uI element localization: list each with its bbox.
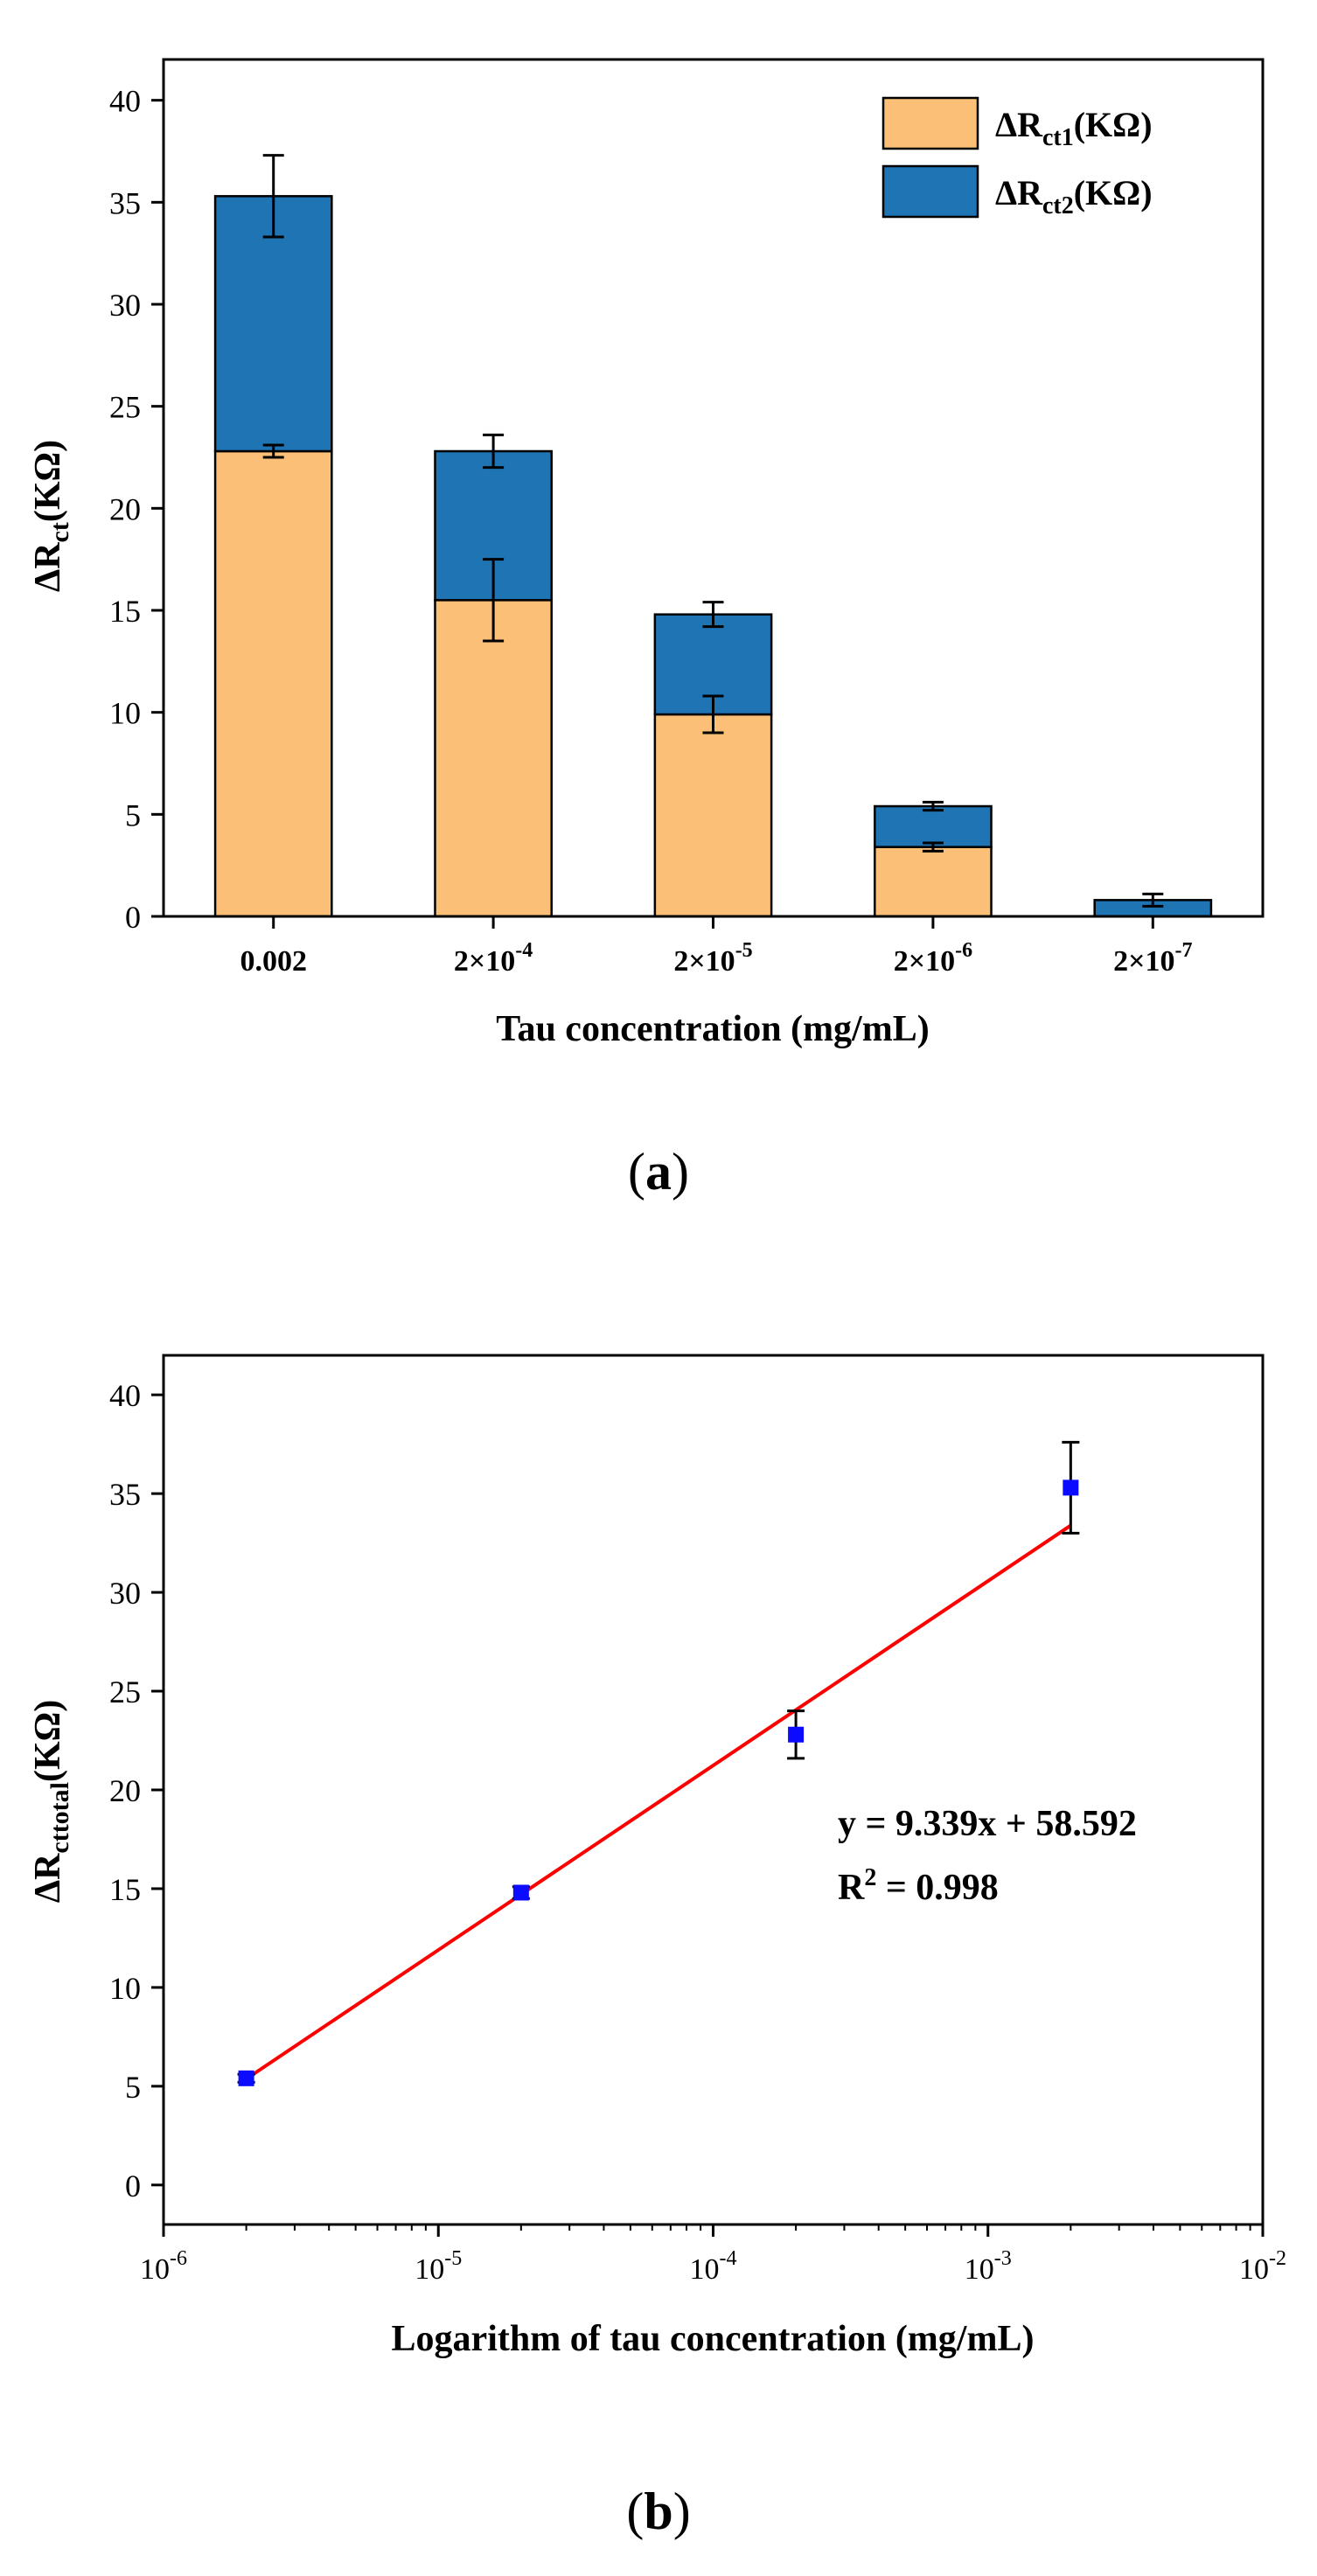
b-ytick-label: 30 bbox=[109, 1576, 141, 1611]
errorbar-rct1-3 bbox=[922, 841, 944, 853]
b-ytick-label: 25 bbox=[109, 1674, 141, 1709]
b-ytick-label: 10 bbox=[109, 1971, 141, 2006]
legend-swatch-rct1 bbox=[881, 96, 979, 150]
panel-a-legend: ΔRct1(KΩ) ΔRct2(KΩ) bbox=[881, 96, 1153, 219]
errorbar-rct2-0 bbox=[262, 154, 284, 239]
bar-rct2-0 bbox=[213, 195, 333, 453]
errorbar-rct1-2 bbox=[702, 694, 724, 735]
b-xtick-label: 10-4 bbox=[690, 2247, 737, 2286]
bar-rct1-2 bbox=[653, 713, 773, 918]
b-ytick-label: 40 bbox=[109, 1378, 141, 1413]
a-ytick-label: 35 bbox=[109, 185, 141, 220]
a-xtick-label: 2×10-7 bbox=[1113, 939, 1192, 978]
data-point-0 bbox=[238, 2070, 254, 2086]
panel-b-caption: (b) bbox=[626, 2482, 690, 2540]
b-xtick-label: 10-6 bbox=[140, 2247, 187, 2286]
a-ytick-label: 0 bbox=[125, 900, 141, 935]
a-ytick-label: 25 bbox=[109, 390, 141, 425]
a-ytick-label: 15 bbox=[109, 594, 141, 629]
errorbar-rct1-0 bbox=[262, 443, 284, 459]
a-ytick-label: 30 bbox=[109, 288, 141, 323]
bar-rct1-1 bbox=[434, 599, 553, 918]
fit-line bbox=[245, 1523, 1072, 2081]
panel-b-chart: 0 5 10 15 20 25 30 35 40 10-6 10-5 10-4 10-3 10-2 Lo… bbox=[28, 1354, 1286, 2359]
data-point-1 bbox=[512, 1884, 529, 1901]
bar-rct2-3 bbox=[874, 804, 993, 848]
b-xtick-label: 10-5 bbox=[415, 2247, 462, 2286]
a-ytick-label: 5 bbox=[125, 797, 141, 832]
a-ytick-label: 40 bbox=[109, 84, 141, 119]
bar-rct1-3 bbox=[874, 846, 993, 918]
legend-label-rct2: ΔRct2(KΩ) bbox=[995, 173, 1153, 219]
data-point-3 bbox=[1063, 1479, 1079, 1496]
panel-b-x-axis-label: Logarithm of tau concentration (mg/mL) bbox=[392, 2319, 1035, 2359]
errorbar-rct1-1 bbox=[483, 558, 505, 643]
a-xtick-label: 2×10-4 bbox=[454, 939, 533, 978]
panel-a-x-axis-label: Tau concentration (mg/mL) bbox=[496, 1009, 929, 1049]
b-ytick-label: 20 bbox=[109, 1773, 141, 1808]
legend-swatch-rct2 bbox=[881, 164, 979, 219]
panel-a-y-axis-label: ΔRct(KΩ) bbox=[28, 440, 74, 592]
errorbar-rct2-1 bbox=[483, 433, 505, 470]
a-ytick-label: 10 bbox=[109, 696, 141, 731]
b-ytick-label: 5 bbox=[125, 2070, 141, 2105]
a-ytick-label: 20 bbox=[109, 491, 141, 526]
legend-label-rct1: ΔRct1(KΩ) bbox=[995, 105, 1153, 151]
fit-equation: y = 9.339x + 58.592 bbox=[838, 1804, 1137, 1844]
errorbar-rct2-2 bbox=[702, 601, 724, 629]
data-point-2 bbox=[788, 1726, 805, 1743]
a-xtick-label: 2×10-6 bbox=[894, 939, 972, 978]
a-xtick-label: 0.002 bbox=[240, 945, 307, 978]
panel-b-plot-frame bbox=[162, 1354, 1265, 2226]
a-xtick-label: 2×10-5 bbox=[673, 939, 752, 978]
b-xtick-label: 10-3 bbox=[965, 2247, 1012, 2286]
b-xtick-label: 10-2 bbox=[1239, 2247, 1286, 2286]
bar-rct1-0 bbox=[213, 449, 333, 918]
b-ytick-label: 35 bbox=[109, 1477, 141, 1512]
panel-a-caption: (a) bbox=[628, 1143, 689, 1201]
fit-r-squared: R2 = 0.998 bbox=[838, 1864, 999, 1908]
panel-b-y-axis-label: ΔRcttotal(KΩ) bbox=[28, 1700, 74, 1904]
b-ytick-label: 15 bbox=[109, 1872, 141, 1907]
panel-a-chart: 0 5 10 15 20 25 30 35 40 0.002 2×10-4 2×10-5 2×10-6… bbox=[28, 58, 1265, 1049]
b-ytick-label: 0 bbox=[125, 2169, 141, 2204]
errorbar-rct2-3 bbox=[922, 800, 944, 812]
errorbar-rct2-4 bbox=[1142, 892, 1164, 908]
